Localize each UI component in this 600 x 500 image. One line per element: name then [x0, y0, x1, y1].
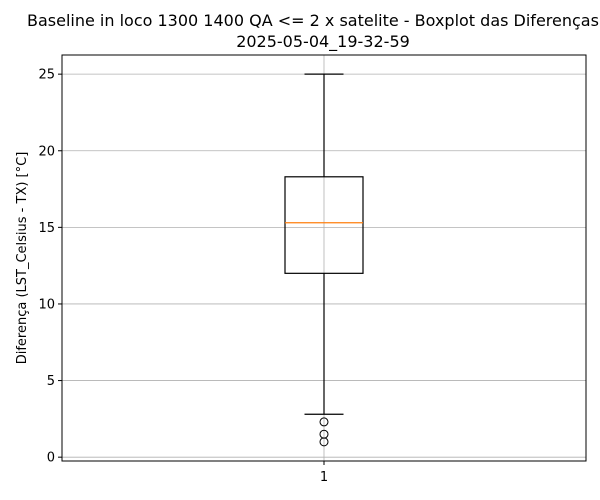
y-tick-label: 25 [38, 68, 55, 83]
tick-layer: 0 5 10 15 20 25 1 [38, 68, 328, 485]
y-tick-label: 20 [38, 144, 55, 159]
box-layer [284, 73, 364, 447]
outlier-point [319, 437, 329, 447]
chart-title: Baseline in loco 1300 1400 QA <= 2 x sat… [27, 11, 599, 30]
iqr-box [284, 176, 364, 274]
y-tick-label: 0 [47, 451, 55, 466]
y-axis-label: Diferença (LST_Celsius - TX) [°C] [15, 152, 30, 365]
chart-subtitle: 2025-05-04_19-32-59 [236, 32, 410, 52]
y-tick-label: 5 [47, 374, 55, 389]
outlier-point [319, 417, 329, 427]
y-tick-label: 10 [38, 297, 55, 312]
x-tick-label: 1 [320, 470, 328, 485]
y-tick-label: 15 [38, 221, 55, 236]
